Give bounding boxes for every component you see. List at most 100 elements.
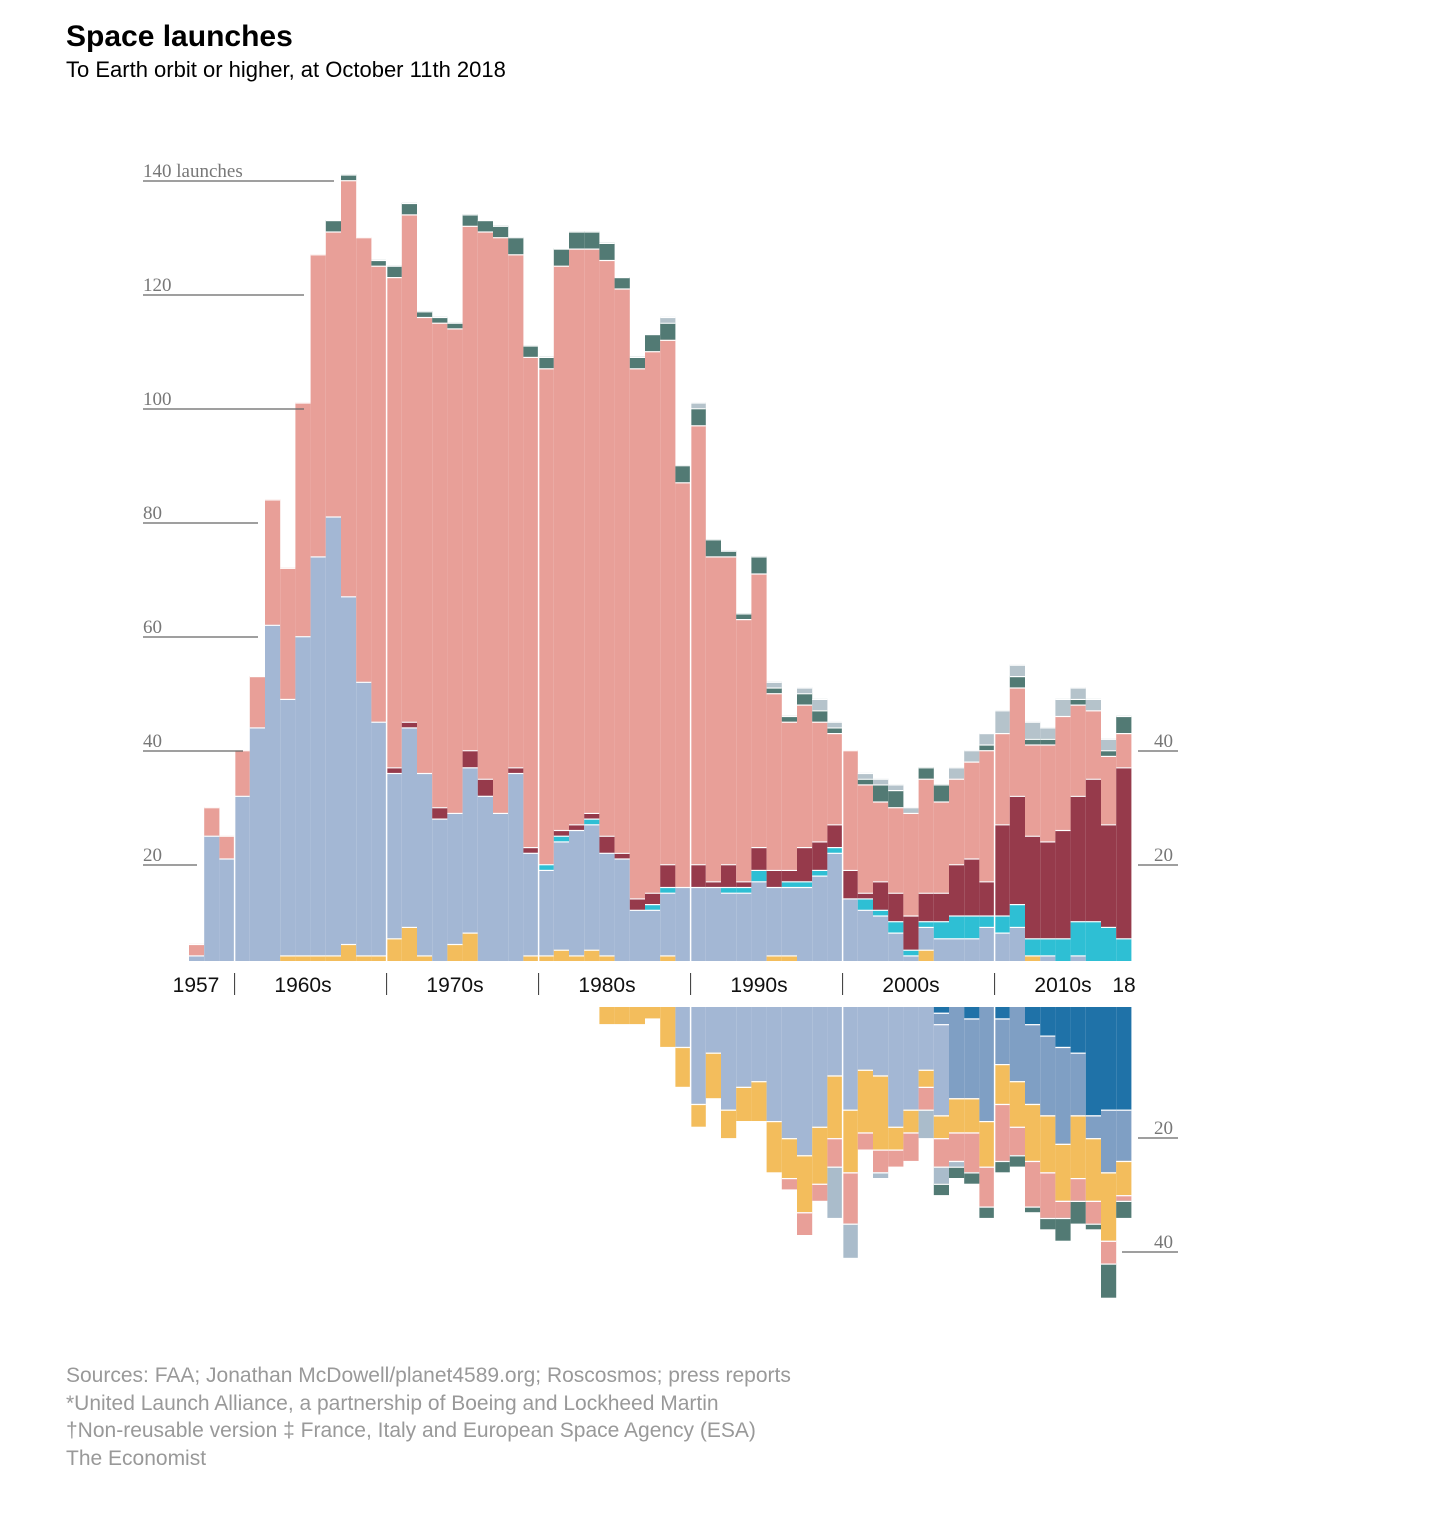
segment-separator xyxy=(918,778,934,780)
bar-segment-1970-s5 xyxy=(386,265,402,277)
segment-separator xyxy=(933,801,949,803)
segment-separator xyxy=(979,1166,995,1168)
segment-separator xyxy=(933,1024,949,1026)
segment-separator xyxy=(1025,835,1041,837)
bar-segment-down-1993-s2 xyxy=(736,1007,752,1087)
bar-segment-down-2005-s3 xyxy=(918,1069,934,1087)
bar-segment-1982-s0 xyxy=(569,955,585,961)
bar-segment-down-2001-s2 xyxy=(857,1007,873,1070)
segment-separator xyxy=(477,778,493,780)
segment-separator xyxy=(766,869,782,871)
segment-separator xyxy=(842,1172,858,1174)
bar-segment-down-2017-s3 xyxy=(1101,1172,1117,1241)
bar-segment-1967-s0 xyxy=(341,943,357,961)
segment-separator xyxy=(584,812,600,814)
bar-segment-down-2007-s1 xyxy=(949,1007,965,1099)
segment-separator xyxy=(1009,1155,1025,1157)
bar-segment-down-1997-s3 xyxy=(797,1155,813,1213)
segment-separator xyxy=(249,676,265,678)
bar-segment-down-1992-s2 xyxy=(721,1007,737,1110)
segment-separator xyxy=(1116,767,1132,769)
segment-separator xyxy=(371,265,387,267)
bar-segment-1988-s6 xyxy=(660,316,676,323)
bar-segment-2006-s1 xyxy=(933,938,949,961)
segment-separator xyxy=(751,1081,767,1083)
segment-separator xyxy=(386,772,402,775)
bar-segment-1981-s4 xyxy=(553,265,569,830)
segment-separator xyxy=(432,316,448,319)
bar-segment-down-2014-s1 xyxy=(1055,1046,1071,1144)
bar-segment-2013-s3 xyxy=(1040,841,1056,939)
bar-segment-1960-s4 xyxy=(234,750,250,796)
bar-segment-down-1990-s3 xyxy=(690,1103,706,1127)
x-tick-label: 1960s xyxy=(274,974,331,997)
bar-segment-2009-s1 xyxy=(979,926,995,961)
bar-segment-1972-s1 xyxy=(417,772,433,956)
segment-separator xyxy=(888,932,904,934)
segment-separator xyxy=(690,425,706,427)
segment-separator xyxy=(1116,1200,1132,1202)
bar-segment-1980-s0 xyxy=(538,955,554,961)
bar-segment-2014-s6 xyxy=(1055,698,1071,716)
bar-segment-2013-s2 xyxy=(1040,938,1056,956)
bar-segment-down-2014-s3 xyxy=(1055,1143,1071,1201)
segment-separator xyxy=(857,892,873,894)
segment-separator xyxy=(508,254,524,256)
bar-segment-down-2011-s3 xyxy=(1009,1081,1025,1127)
segment-separator xyxy=(599,835,615,837)
bar-segment-1970-s4 xyxy=(386,277,402,768)
segment-separator xyxy=(523,847,539,849)
segment-separator xyxy=(690,886,706,889)
segment-separator xyxy=(812,721,828,723)
segment-separator xyxy=(781,955,797,957)
segment-separator xyxy=(994,1103,1010,1106)
segment-separator xyxy=(614,852,630,854)
segment-separator xyxy=(629,356,645,358)
x-tick-label: 1970s xyxy=(426,974,483,997)
segment-separator xyxy=(827,721,843,723)
bar-segment-down-2010-s1 xyxy=(994,1018,1010,1064)
bar-segment-down-2006-s0 xyxy=(933,1007,949,1013)
segment-separator xyxy=(903,949,919,951)
bar-segment-1971-s1 xyxy=(401,727,417,927)
bar-segment-1988-s1 xyxy=(660,892,676,956)
segment-separator xyxy=(721,892,737,894)
segment-separator xyxy=(827,1075,843,1077)
segment-separator xyxy=(705,556,721,558)
bar-segment-1980-s1 xyxy=(538,869,554,956)
bar-segment-down-2013-s3 xyxy=(1040,1115,1056,1173)
y-tick-label-left: 80 xyxy=(143,503,162,524)
y-tick-label-left: 100 xyxy=(143,389,172,410)
bar-segment-down-2017-s4 xyxy=(1101,1240,1117,1264)
bar-segment-2010-s2 xyxy=(994,915,1010,933)
bar-segment-1983-s3 xyxy=(584,812,600,819)
bar-segment-down-2009-s4 xyxy=(979,1166,995,1207)
segment-separator xyxy=(766,681,782,683)
footer-note-ula: *United Launch Alliance, a partnership o… xyxy=(66,1391,719,1415)
segment-separator xyxy=(888,790,904,792)
segment-separator xyxy=(462,932,478,934)
segment-separator xyxy=(401,721,417,723)
segment-separator xyxy=(569,955,585,957)
segment-separator xyxy=(1070,687,1086,689)
segment-separator xyxy=(675,482,691,484)
bar-segment-down-2018-s1 xyxy=(1116,1109,1132,1161)
segment-separator xyxy=(979,1206,995,1208)
bar-segment-down-2006-s5 xyxy=(933,1166,949,1184)
bar-segment-down-2005-s4 xyxy=(918,1086,934,1110)
bar-segment-down-1992-s3 xyxy=(721,1109,737,1139)
bar-segment-1966-s0 xyxy=(325,955,341,961)
segment-separator xyxy=(690,408,706,410)
segment-separator xyxy=(766,687,782,689)
bar-segment-1980-s2 xyxy=(538,864,554,870)
bar-segment-1994-s5 xyxy=(751,556,767,574)
segment-separator xyxy=(873,784,889,786)
segment-separator xyxy=(1116,1160,1132,1163)
bar-segment-2006-s5 xyxy=(933,784,949,802)
bar-segment-1997-s6 xyxy=(797,687,813,694)
segment-separator xyxy=(888,892,904,894)
segment-separator xyxy=(1116,1109,1132,1111)
bar-segment-1996-s4 xyxy=(781,721,797,870)
segment-separator xyxy=(994,710,1010,712)
bar-segment-1995-s3 xyxy=(766,869,782,887)
